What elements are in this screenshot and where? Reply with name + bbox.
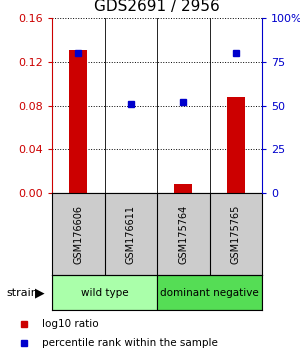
Bar xyxy=(69,50,87,193)
Text: wild type: wild type xyxy=(81,287,128,297)
Text: GSM176606: GSM176606 xyxy=(73,205,83,263)
Text: GSM175764: GSM175764 xyxy=(178,204,188,264)
Text: ▶: ▶ xyxy=(34,286,44,299)
Title: GDS2691 / 2956: GDS2691 / 2956 xyxy=(94,0,220,14)
Text: dominant negative: dominant negative xyxy=(160,287,259,297)
Bar xyxy=(122,193,140,202)
Text: percentile rank within the sample: percentile rank within the sample xyxy=(42,338,218,348)
Text: log10 ratio: log10 ratio xyxy=(42,319,99,329)
Text: GSM176611: GSM176611 xyxy=(126,205,136,263)
Text: strain: strain xyxy=(6,287,38,297)
Bar xyxy=(52,275,157,310)
Text: GSM175765: GSM175765 xyxy=(231,204,241,264)
Bar xyxy=(226,97,245,193)
Bar xyxy=(174,184,192,193)
Bar xyxy=(157,275,262,310)
